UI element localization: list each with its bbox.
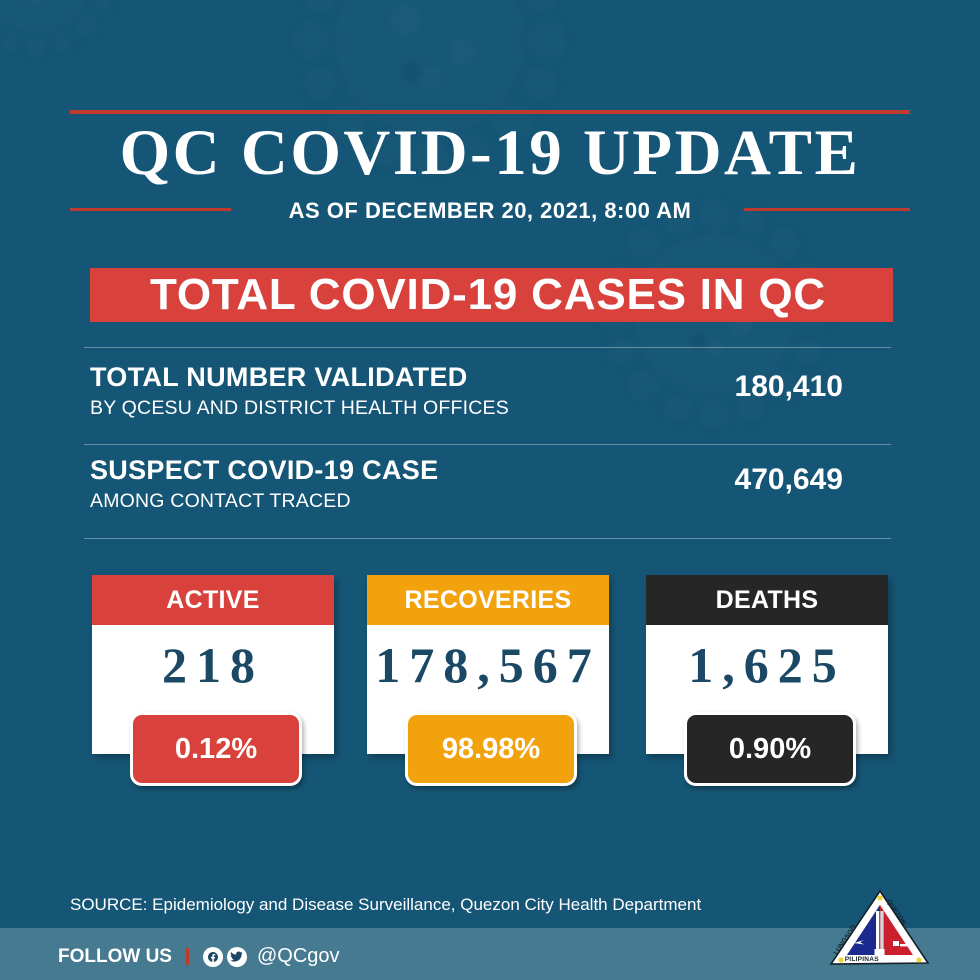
svg-text:PILIPINAS: PILIPINAS <box>845 956 880 963</box>
